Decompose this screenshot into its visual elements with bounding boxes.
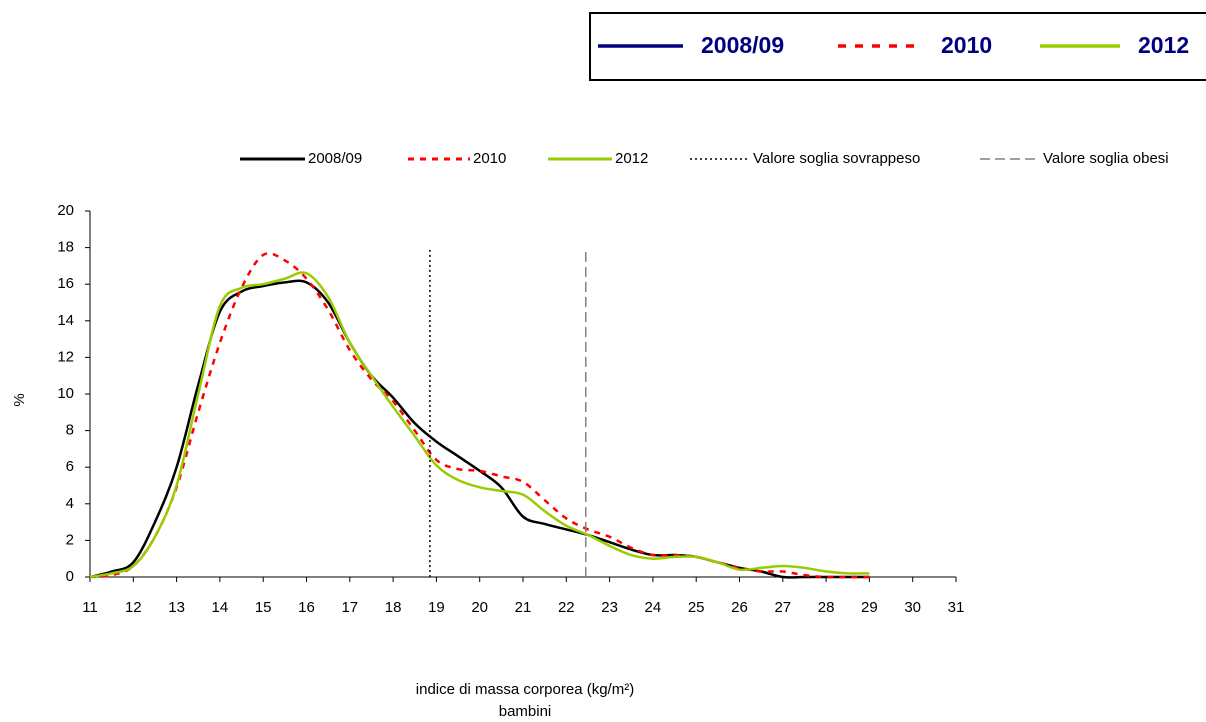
x-axis-sublabel: bambini [499, 703, 552, 720]
y-tick-label: 20 [57, 202, 74, 219]
y-tick-label: 0 [66, 568, 74, 585]
x-tick-label: 30 [904, 599, 921, 616]
y-tick-label: 2 [66, 531, 74, 548]
x-tick-label: 17 [341, 599, 358, 616]
y-tick-label: 14 [57, 312, 74, 329]
x-tick-label: 26 [731, 599, 748, 616]
x-tick-label: 24 [645, 599, 662, 616]
y-tick-label: 12 [57, 348, 74, 365]
x-tick-label: 28 [818, 599, 835, 616]
legend-box-label: 2008/09 [701, 32, 784, 58]
x-tick-label: 13 [168, 599, 185, 616]
x-tick-label: 25 [688, 599, 705, 616]
legend-box-label: 2010 [941, 32, 992, 58]
x-tick-label: 14 [212, 599, 229, 616]
y-tick-label: 18 [57, 239, 74, 256]
x-tick-label: 18 [385, 599, 402, 616]
series-line [89, 252, 870, 579]
legend-box-label: 2012 [1138, 32, 1189, 58]
y-tick-label: 8 [66, 422, 74, 439]
x-tick-label: 16 [298, 599, 315, 616]
y-tick-label: 16 [57, 275, 74, 292]
x-tick-label: 11 [82, 599, 98, 616]
x-tick-label: 21 [515, 599, 532, 616]
series-line [89, 271, 870, 579]
legend-label: Valore soglia obesi [1043, 150, 1169, 167]
x-tick-label: 20 [471, 599, 488, 616]
x-tick-label: 22 [558, 599, 575, 616]
y-tick-label: 6 [66, 458, 74, 475]
legend-label: 2012 [615, 150, 648, 167]
x-tick-label: 23 [601, 599, 618, 616]
x-tick-label: 19 [428, 599, 445, 616]
x-tick-label: 12 [125, 599, 142, 616]
x-tick-label: 27 [774, 599, 791, 616]
series-line [89, 279, 870, 579]
x-axis-label: indice di massa corporea (kg/m²) [416, 681, 634, 698]
x-tick-label: 31 [948, 599, 965, 616]
x-tick-label: 15 [255, 599, 272, 616]
x-tick-label: 29 [861, 599, 878, 616]
legend-label: 2010 [473, 150, 506, 167]
y-tick-label: 10 [57, 385, 74, 402]
legend-label: 2008/09 [308, 150, 362, 167]
y-tick-label: 4 [66, 495, 74, 512]
y-axis-label: % [11, 393, 28, 406]
legend-label: Valore soglia sovrappeso [753, 150, 920, 167]
